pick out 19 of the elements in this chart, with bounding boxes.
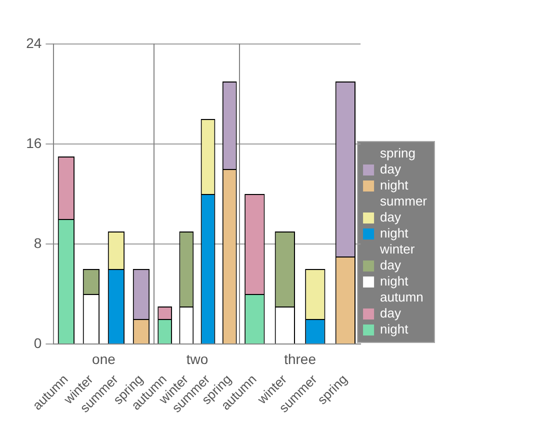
text: night [380, 322, 408, 337]
category-label: summer [380, 194, 428, 209]
y-tick-label: 24 [26, 34, 42, 51]
x-axis-title: one [92, 350, 116, 367]
x-axis-title: two [186, 350, 208, 367]
y-tick-label: 16 [26, 134, 42, 151]
y-tick-label: 0 [34, 334, 42, 351]
text: night [380, 178, 408, 193]
text: day [380, 306, 402, 321]
category-label: winter [380, 242, 415, 257]
text: night [380, 226, 408, 241]
legend-label: night [380, 274, 409, 289]
y-tick-label: 8 [34, 234, 42, 251]
text: day [380, 258, 402, 273]
legend-label: day [380, 162, 402, 177]
text: day [380, 210, 402, 225]
category-label: autumn [380, 290, 424, 305]
x-axis-title: three [284, 350, 316, 367]
category-label: spring [380, 146, 416, 161]
